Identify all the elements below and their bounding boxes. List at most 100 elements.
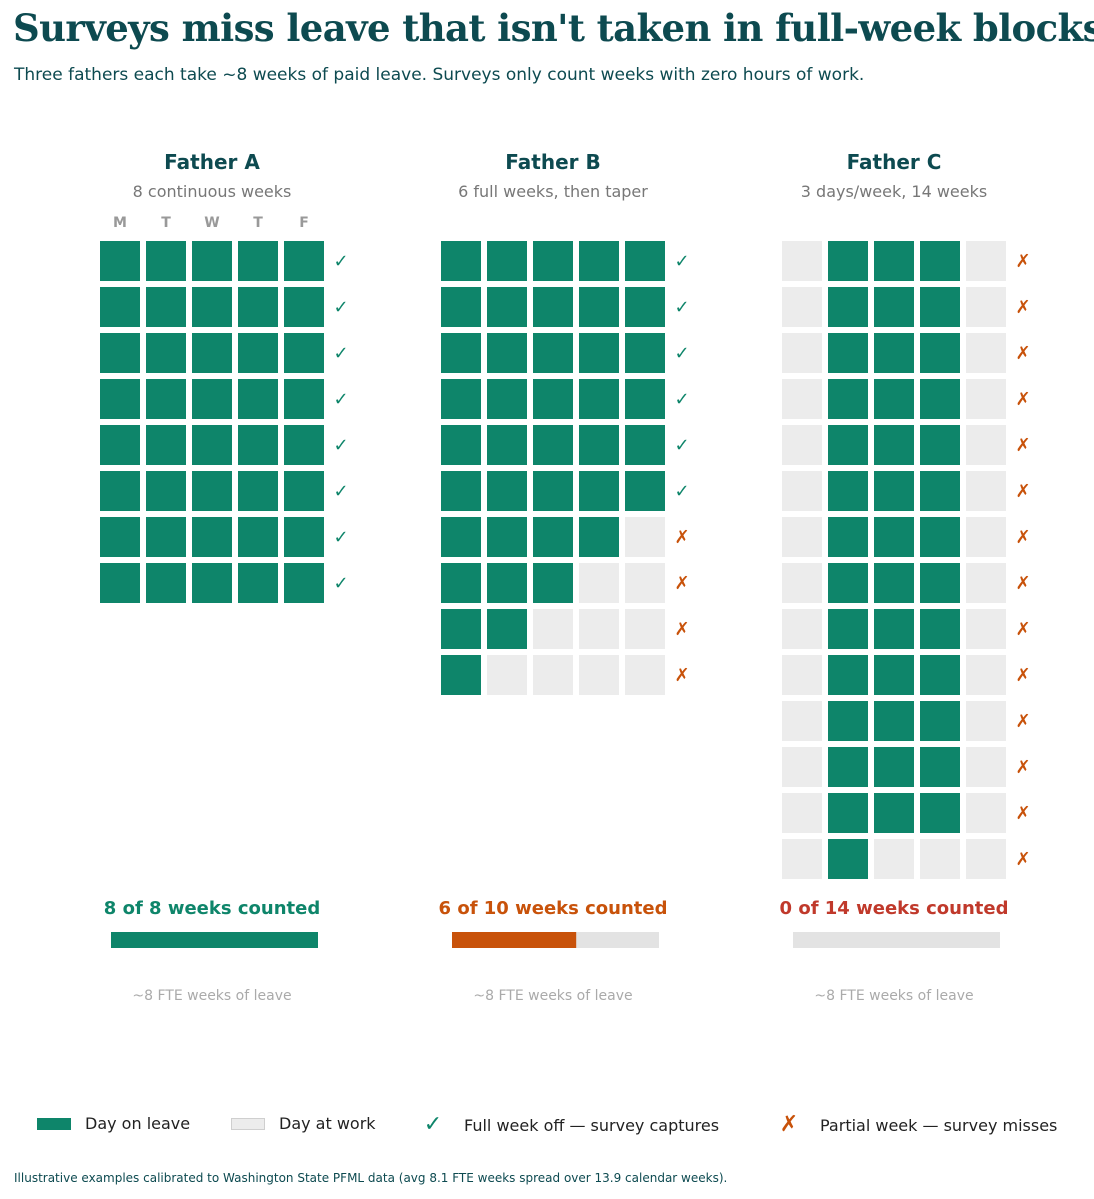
chart-subtitle: Three fathers each take ~8 weeks of paid… xyxy=(14,65,865,85)
day-cell-leave xyxy=(100,287,140,327)
day-cell-leave xyxy=(441,655,481,695)
week-missed-icon: ✗ xyxy=(1015,711,1030,732)
day-cell-work xyxy=(579,655,619,695)
week-captured-icon: ✓ xyxy=(333,251,348,272)
day-cell-leave xyxy=(874,793,914,833)
day-cell-leave xyxy=(625,471,665,511)
week-missed-icon: ✗ xyxy=(1015,665,1030,686)
day-cell-leave xyxy=(100,471,140,511)
chart-title: Surveys miss leave that isn't taken in f… xyxy=(13,6,1094,50)
day-cell-leave xyxy=(441,517,481,557)
waffle-chart: Father A 8 continuous weeks M T W T F ✓ ✓ ✓ ✓ ✓ ✓ ✓ ✓ 8… xyxy=(100,150,1031,1004)
week-missed-icon: ✗ xyxy=(1015,757,1030,778)
day-cell-work xyxy=(625,563,665,603)
week-missed-icon: ✗ xyxy=(1015,297,1030,318)
day-cell-work xyxy=(782,517,822,557)
day-cell-leave xyxy=(874,609,914,649)
week-missed-icon: ✗ xyxy=(1015,849,1030,870)
day-cell-leave xyxy=(487,333,527,373)
cross-icon: ✗ xyxy=(779,1112,799,1137)
day-cell-leave xyxy=(874,333,914,373)
week-captured-icon: ✓ xyxy=(333,481,348,502)
day-cell-work xyxy=(966,609,1006,649)
day-cell-leave xyxy=(441,425,481,465)
day-label: W xyxy=(204,215,219,231)
day-cell-leave xyxy=(238,517,278,557)
father-name: Father B xyxy=(505,150,600,174)
day-cell-leave xyxy=(487,241,527,281)
day-cell-leave xyxy=(238,379,278,419)
week-captured-icon: ✓ xyxy=(674,297,689,318)
day-cell-leave xyxy=(441,471,481,511)
week-missed-icon: ✗ xyxy=(1015,435,1030,456)
day-cell-leave xyxy=(828,563,868,603)
day-cell-work xyxy=(966,287,1006,327)
week-captured-icon: ✓ xyxy=(333,527,348,548)
day-cell-leave xyxy=(238,471,278,511)
legend-label-leave: Day on leave xyxy=(85,1114,191,1133)
day-cell-work xyxy=(782,471,822,511)
day-cell-leave xyxy=(533,517,573,557)
fte-note: ~8 FTE weeks of leave xyxy=(473,988,632,1004)
day-cell-work xyxy=(625,517,665,557)
fte-note: ~8 FTE weeks of leave xyxy=(132,988,291,1004)
day-label: M xyxy=(113,215,127,231)
day-cell-leave xyxy=(533,425,573,465)
day-cell-work xyxy=(874,839,914,879)
week-missed-icon: ✗ xyxy=(1015,389,1030,410)
week-captured-icon: ✓ xyxy=(333,297,348,318)
week-captured-icon: ✓ xyxy=(674,251,689,272)
week-captured-icon: ✓ xyxy=(333,389,348,410)
day-cell-leave xyxy=(487,425,527,465)
day-cell-work xyxy=(966,563,1006,603)
legend-item-leave: Day on leave xyxy=(37,1114,190,1133)
day-cell-leave xyxy=(284,563,324,603)
day-cell-leave xyxy=(192,287,232,327)
day-cell-leave xyxy=(920,287,960,327)
legend-label-work: Day at work xyxy=(279,1114,376,1133)
day-cell-leave xyxy=(487,563,527,603)
day-cell-leave xyxy=(828,517,868,557)
day-cell-leave xyxy=(579,333,619,373)
day-cell-leave xyxy=(533,241,573,281)
week-captured-icon: ✓ xyxy=(674,481,689,502)
day-cell-work xyxy=(782,287,822,327)
day-cell-work xyxy=(579,609,619,649)
father-description: 3 days/week, 14 weeks xyxy=(801,182,987,201)
day-cell-leave xyxy=(100,333,140,373)
day-cell-leave xyxy=(238,425,278,465)
weeks-counted-label: 8 of 8 weeks counted xyxy=(104,898,320,919)
day-cell-work xyxy=(966,793,1006,833)
day-cell-work xyxy=(579,563,619,603)
day-cell-leave xyxy=(874,241,914,281)
week-missed-icon: ✗ xyxy=(674,619,689,640)
legend-item-missed: ✗ Partial week — survey misses xyxy=(772,1112,1058,1137)
day-cell-leave xyxy=(625,333,665,373)
day-label: T xyxy=(253,215,263,231)
day-cell-leave xyxy=(284,517,324,557)
checkmark-icon: ✓ xyxy=(423,1112,443,1137)
day-cell-leave xyxy=(920,425,960,465)
week-missed-icon: ✗ xyxy=(1015,527,1030,548)
day-cell-leave xyxy=(579,287,619,327)
day-cell-leave xyxy=(146,333,186,373)
week-missed-icon: ✗ xyxy=(1015,803,1030,824)
legend-label-missed: Partial week — survey misses xyxy=(820,1115,1058,1135)
day-cell-work xyxy=(782,563,822,603)
day-cell-leave xyxy=(920,517,960,557)
legend: Day on leave Day at work ✓ Full week off… xyxy=(0,1114,1094,1140)
day-cell-leave xyxy=(238,563,278,603)
day-cell-leave xyxy=(920,655,960,695)
footnote: Illustrative examples calibrated to Wash… xyxy=(14,1171,728,1185)
day-cell-leave xyxy=(192,333,232,373)
day-cell-leave xyxy=(533,379,573,419)
father-description: 8 continuous weeks xyxy=(133,182,292,201)
day-cell-work xyxy=(782,839,822,879)
day-cell-leave xyxy=(579,379,619,419)
day-cell-leave xyxy=(487,379,527,419)
day-cell-leave xyxy=(874,655,914,695)
day-cell-work xyxy=(782,241,822,281)
week-missed-icon: ✗ xyxy=(1015,481,1030,502)
legend-item-captured: ✓ Full week off — survey captures xyxy=(416,1114,719,1136)
day-cell-leave xyxy=(828,471,868,511)
